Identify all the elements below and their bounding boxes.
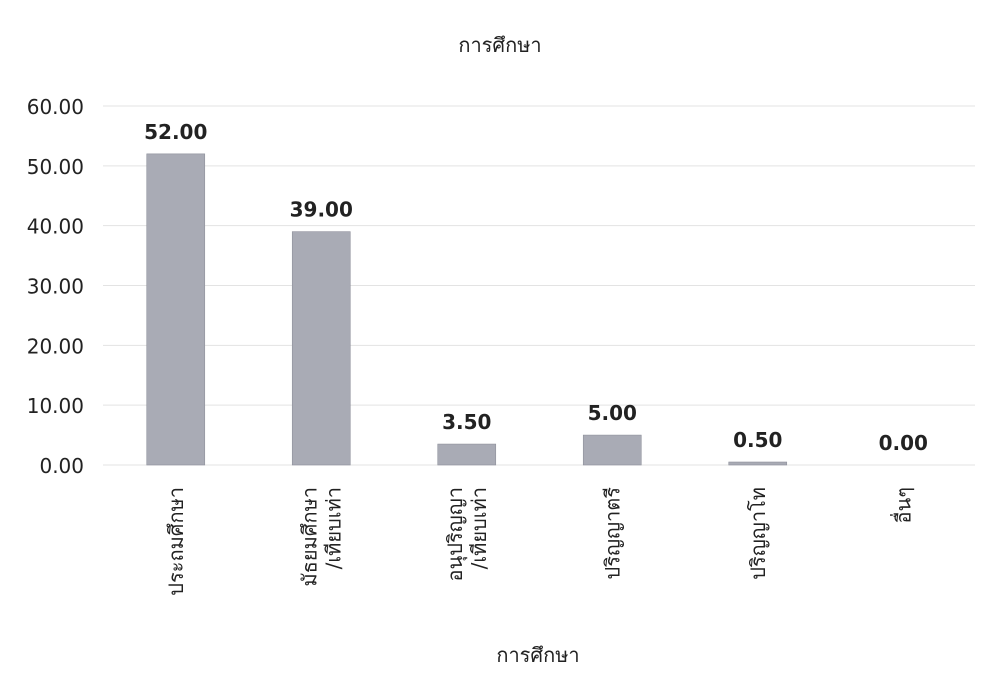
bar (582, 434, 642, 466)
data-label: 0.50 (733, 428, 782, 452)
y-tick-label: 20.00 (27, 334, 84, 358)
bar (146, 153, 206, 466)
x-axis-title: การศึกษา (496, 643, 579, 667)
x-tick-label: อื่นๆ (889, 487, 915, 523)
y-tick-label: 50.00 (27, 155, 84, 179)
x-tick-label: อนุปริญญา/เทียบเท่า (443, 487, 491, 581)
y-tick-label: 30.00 (27, 275, 84, 299)
x-tick-label-line: ปริญญาโท (746, 487, 770, 580)
data-label: 0.00 (879, 431, 928, 455)
data-label: 52.00 (144, 120, 207, 144)
y-tick-label: 60.00 (27, 95, 84, 119)
x-tick-label-line: มัธยมศึกษา (297, 487, 321, 587)
x-tick-label: ประถมศึกษา (164, 487, 188, 596)
bar (291, 231, 351, 466)
x-tick-label: ปริญญาโท (746, 487, 770, 580)
x-tick-label: ปริญญาตรี (600, 487, 624, 580)
data-label: 39.00 (290, 198, 353, 222)
bar (437, 443, 497, 466)
bars (146, 153, 788, 466)
x-tick-label-line: /เทียบเท่า (321, 487, 345, 569)
gridlines (103, 105, 975, 466)
y-tick-label: 10.00 (27, 394, 84, 418)
x-axis-ticks: ประถมศึกษา มัธยมศึกษา/เทียบเท่า อนุปริญญา /… (164, 487, 916, 596)
data-labels: 52.00 39.00 3.50 5.00 0.50 0.00 (144, 120, 928, 455)
data-label: 5.00 (588, 401, 637, 425)
y-tick-label: 0.00 (39, 454, 84, 478)
x-tick-label: มัธยมศึกษา/เทียบเท่า (297, 487, 345, 587)
chart-title: การศึกษา (458, 33, 541, 57)
bar (728, 461, 788, 466)
x-tick-label-line: /เทียบเท่า (467, 487, 491, 569)
x-tick-label-line: ปริญญาตรี (600, 487, 624, 580)
x-tick-label-line: อนุปริญญา (443, 487, 468, 581)
y-axis-ticks: 0.00 10.00 20.00 30.00 40.00 50.00 60.00 (27, 95, 84, 478)
x-tick-label-line: อื่นๆ (889, 487, 915, 523)
data-label: 3.50 (442, 410, 491, 434)
y-tick-label: 40.00 (27, 215, 84, 239)
x-tick-label-line: ประถมศึกษา (164, 487, 188, 596)
